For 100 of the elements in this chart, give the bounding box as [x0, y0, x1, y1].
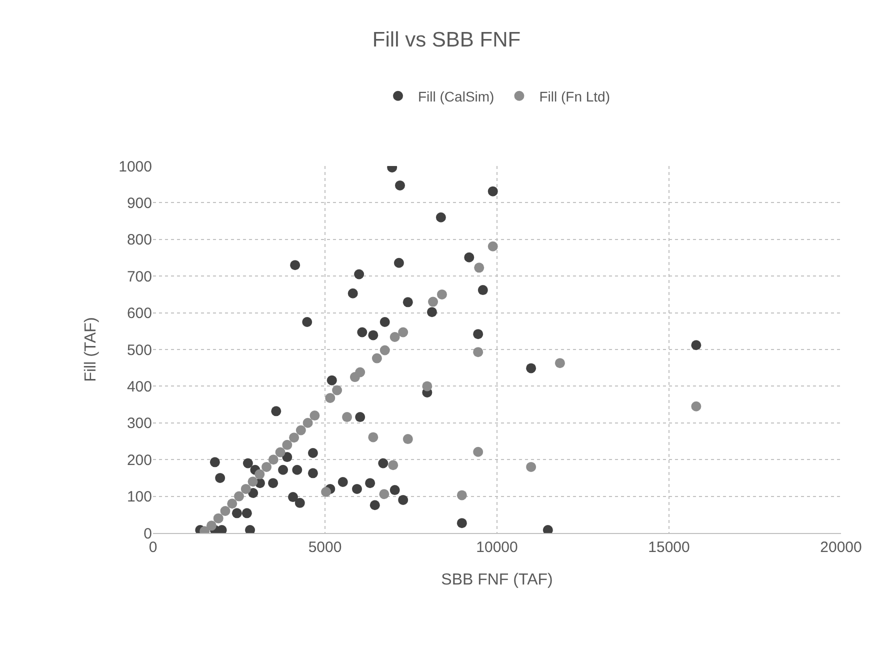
- point: [526, 363, 536, 374]
- x-axis-title: SBB FNF (TAF): [441, 572, 553, 589]
- point: [365, 478, 376, 488]
- point: [370, 500, 380, 510]
- point: [398, 327, 408, 338]
- point: [215, 472, 226, 483]
- x-tick-label: 10000: [476, 539, 518, 556]
- point: [210, 457, 220, 468]
- point: [488, 241, 498, 252]
- point: [254, 469, 265, 480]
- y-tick-label: 100: [126, 488, 152, 506]
- point: [296, 425, 306, 436]
- y-tick-label: 300: [126, 415, 152, 432]
- point: [473, 347, 484, 358]
- point: [394, 180, 405, 190]
- point: [308, 448, 318, 458]
- point: [248, 476, 258, 487]
- point: [354, 269, 364, 280]
- y-tick-label: 400: [126, 378, 152, 396]
- point: [248, 488, 258, 498]
- point: [262, 462, 272, 472]
- chart-title: Fill vs SBB FNF: [372, 28, 521, 52]
- point: [294, 498, 305, 508]
- point: [268, 478, 278, 488]
- y-tick-label: 200: [126, 452, 152, 469]
- point: [278, 464, 288, 475]
- point: [308, 468, 318, 478]
- point: [436, 289, 447, 300]
- point: [213, 513, 224, 524]
- point: [332, 385, 342, 396]
- x-tick-label: 15000: [648, 539, 690, 556]
- y-tick-label: 800: [126, 232, 152, 249]
- y-tick-label: 900: [126, 194, 152, 212]
- point: [242, 508, 252, 518]
- point: [342, 412, 352, 422]
- point: [473, 446, 484, 457]
- legend-label: Fill (Fn Ltd): [539, 88, 610, 104]
- point: [388, 460, 398, 470]
- point: [268, 454, 278, 465]
- point: [402, 434, 413, 444]
- point: [422, 381, 432, 392]
- point: [338, 476, 348, 487]
- y-tick-label: 0: [144, 525, 152, 542]
- point: [289, 432, 300, 443]
- point: [355, 367, 366, 378]
- point: [426, 307, 437, 318]
- point: [478, 285, 488, 296]
- y-tick-label: 500: [126, 342, 152, 359]
- point: [242, 458, 253, 468]
- point: [378, 458, 388, 468]
- point: [372, 353, 382, 364]
- point: [456, 490, 467, 500]
- point: [326, 375, 337, 386]
- point: [473, 329, 484, 340]
- y-tick-label: 700: [126, 268, 152, 286]
- point: [220, 506, 230, 516]
- y-tick-label: 600: [126, 305, 152, 322]
- y-axis-title: Fill (TAF): [82, 317, 100, 382]
- point: [691, 340, 702, 350]
- point: [554, 358, 565, 368]
- y-tick-label: 1000: [118, 158, 152, 176]
- point: [691, 401, 702, 412]
- point: [240, 484, 251, 494]
- point: [302, 418, 313, 428]
- point: [488, 186, 498, 196]
- point: [206, 520, 216, 531]
- point: [398, 494, 408, 505]
- point: [227, 498, 238, 509]
- point: [290, 260, 300, 270]
- x-tick-label: 5000: [308, 539, 342, 556]
- point: [368, 330, 378, 340]
- point: [321, 486, 332, 497]
- point: [232, 508, 242, 518]
- point: [292, 464, 302, 475]
- point: [402, 297, 413, 308]
- point: [428, 296, 438, 307]
- point: [355, 412, 366, 422]
- point: [390, 332, 400, 342]
- point: [526, 462, 536, 472]
- point: [474, 262, 484, 273]
- legend-label: Fill (CalSim): [418, 88, 494, 104]
- point: [394, 258, 404, 268]
- point: [348, 288, 358, 298]
- point: [302, 316, 312, 327]
- point: [271, 406, 282, 416]
- point: [282, 440, 292, 450]
- point: [275, 447, 286, 458]
- point: [325, 392, 336, 403]
- point: [234, 491, 244, 502]
- point: [464, 252, 474, 262]
- point: [352, 484, 362, 494]
- point: [368, 432, 378, 442]
- point: [436, 212, 446, 222]
- point: [380, 345, 390, 356]
- point: [282, 452, 292, 462]
- point: [380, 316, 390, 327]
- point: [390, 485, 400, 496]
- point: [379, 489, 390, 500]
- point: [357, 327, 368, 338]
- point: [456, 518, 467, 528]
